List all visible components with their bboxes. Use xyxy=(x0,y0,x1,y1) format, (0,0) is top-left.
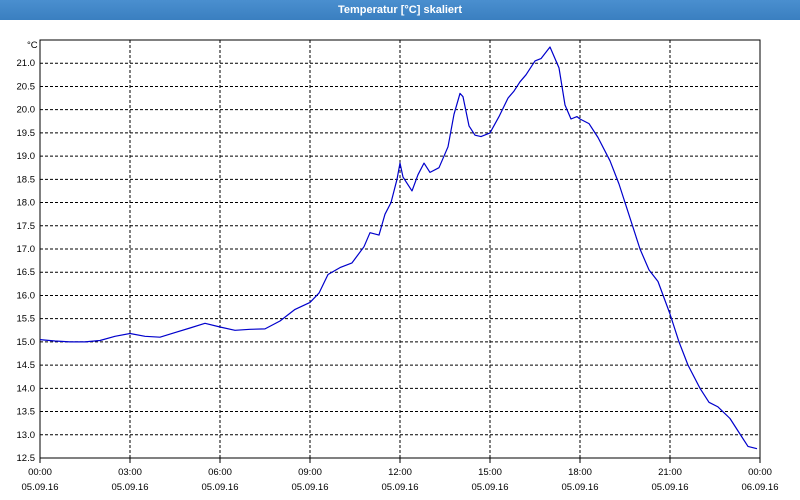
x-tick-date-label: 05.09.16 xyxy=(652,482,689,493)
x-tick-time-label: 09:00 xyxy=(298,467,322,478)
x-tick-date-label: 05.09.16 xyxy=(562,482,599,493)
y-tick-label: 21.0 xyxy=(17,58,36,69)
x-tick-date-label: 06.09.16 xyxy=(742,482,779,493)
y-tick-label: 15.5 xyxy=(17,314,36,325)
y-tick-label: 15.0 xyxy=(17,337,36,348)
x-tick-time-label: 12:00 xyxy=(388,467,412,478)
y-tick-label: 19.0 xyxy=(17,151,36,162)
y-tick-label: 16.5 xyxy=(17,267,36,278)
y-tick-label: 14.5 xyxy=(17,360,36,371)
temperature-series-line xyxy=(39,46,758,450)
x-tick-time-label: 18:00 xyxy=(568,467,592,478)
x-tick-date-label: 05.09.16 xyxy=(202,482,239,493)
x-tick-date-label: 05.09.16 xyxy=(382,482,419,493)
y-tick-label: 19.5 xyxy=(17,128,36,139)
y-tick-label: 18.0 xyxy=(17,198,36,209)
x-tick-time-label: 00:00 xyxy=(748,467,772,478)
x-tick-time-label: 00:00 xyxy=(28,467,52,478)
x-tick-date-label: 05.09.16 xyxy=(472,482,509,493)
y-tick-label: 20.5 xyxy=(17,81,36,92)
x-tick-time-label: 21:00 xyxy=(658,467,682,478)
chart-svg: 12.5 13.0 13.5 14.0 14.5 15.0 15.5 16.0 16.5 17.0… xyxy=(17,39,779,493)
y-tick-label: 14.0 xyxy=(17,383,36,394)
plot-border xyxy=(39,39,761,459)
x-tick-time-label: 06:00 xyxy=(208,467,232,478)
y-tick-label: 17.0 xyxy=(17,244,36,255)
x-tick-date-label: 05.09.16 xyxy=(112,482,149,493)
y-unit-label: °C xyxy=(27,40,38,51)
y-tick-label: 12.5 xyxy=(17,453,36,464)
y-tick-label: 13.0 xyxy=(17,430,36,441)
x-tick-time-label: 15:00 xyxy=(478,467,502,478)
x-tick-time-label: 03:00 xyxy=(118,467,142,478)
x-tick-date-label: 05.09.16 xyxy=(22,482,59,493)
x-tick-date-label: 05.09.16 xyxy=(292,482,329,493)
y-tick-label: 17.5 xyxy=(17,221,36,232)
window-title: Temperatur [°C] skaliert xyxy=(0,0,800,20)
y-tick-label: 18.5 xyxy=(17,174,36,185)
y-tick-label: 16.0 xyxy=(17,290,36,301)
y-tick-label: 20.0 xyxy=(17,105,36,116)
y-tick-label: 13.5 xyxy=(17,407,36,418)
